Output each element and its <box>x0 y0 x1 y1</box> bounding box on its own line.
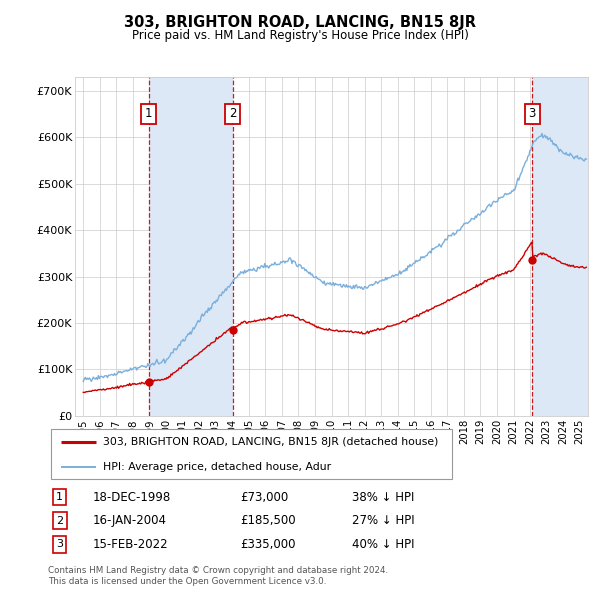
Text: 38% ↓ HPI: 38% ↓ HPI <box>352 490 414 504</box>
Text: 3: 3 <box>56 539 63 549</box>
Text: Contains HM Land Registry data © Crown copyright and database right 2024.: Contains HM Land Registry data © Crown c… <box>48 566 388 575</box>
Text: This data is licensed under the Open Government Licence v3.0.: This data is licensed under the Open Gov… <box>48 577 326 586</box>
Text: 1: 1 <box>145 107 152 120</box>
Text: 18-DEC-1998: 18-DEC-1998 <box>93 490 171 504</box>
Text: 2: 2 <box>229 107 236 120</box>
Text: 15-FEB-2022: 15-FEB-2022 <box>93 537 169 551</box>
Text: 2: 2 <box>56 516 63 526</box>
Text: £73,000: £73,000 <box>241 490 289 504</box>
Bar <box>532 77 600 416</box>
FancyBboxPatch shape <box>50 429 452 478</box>
Text: 16-JAN-2004: 16-JAN-2004 <box>93 514 167 527</box>
Text: 303, BRIGHTON ROAD, LANCING, BN15 8JR: 303, BRIGHTON ROAD, LANCING, BN15 8JR <box>124 15 476 30</box>
Text: £185,500: £185,500 <box>241 514 296 527</box>
Text: 40% ↓ HPI: 40% ↓ HPI <box>352 537 414 551</box>
Text: Price paid vs. HM Land Registry's House Price Index (HPI): Price paid vs. HM Land Registry's House … <box>131 30 469 42</box>
Bar <box>149 77 233 416</box>
Text: £335,000: £335,000 <box>241 537 296 551</box>
Text: 303, BRIGHTON ROAD, LANCING, BN15 8JR (detached house): 303, BRIGHTON ROAD, LANCING, BN15 8JR (d… <box>103 437 439 447</box>
Text: 1: 1 <box>56 492 63 502</box>
Text: HPI: Average price, detached house, Adur: HPI: Average price, detached house, Adur <box>103 462 332 472</box>
Text: 3: 3 <box>529 107 536 120</box>
Text: 27% ↓ HPI: 27% ↓ HPI <box>352 514 414 527</box>
